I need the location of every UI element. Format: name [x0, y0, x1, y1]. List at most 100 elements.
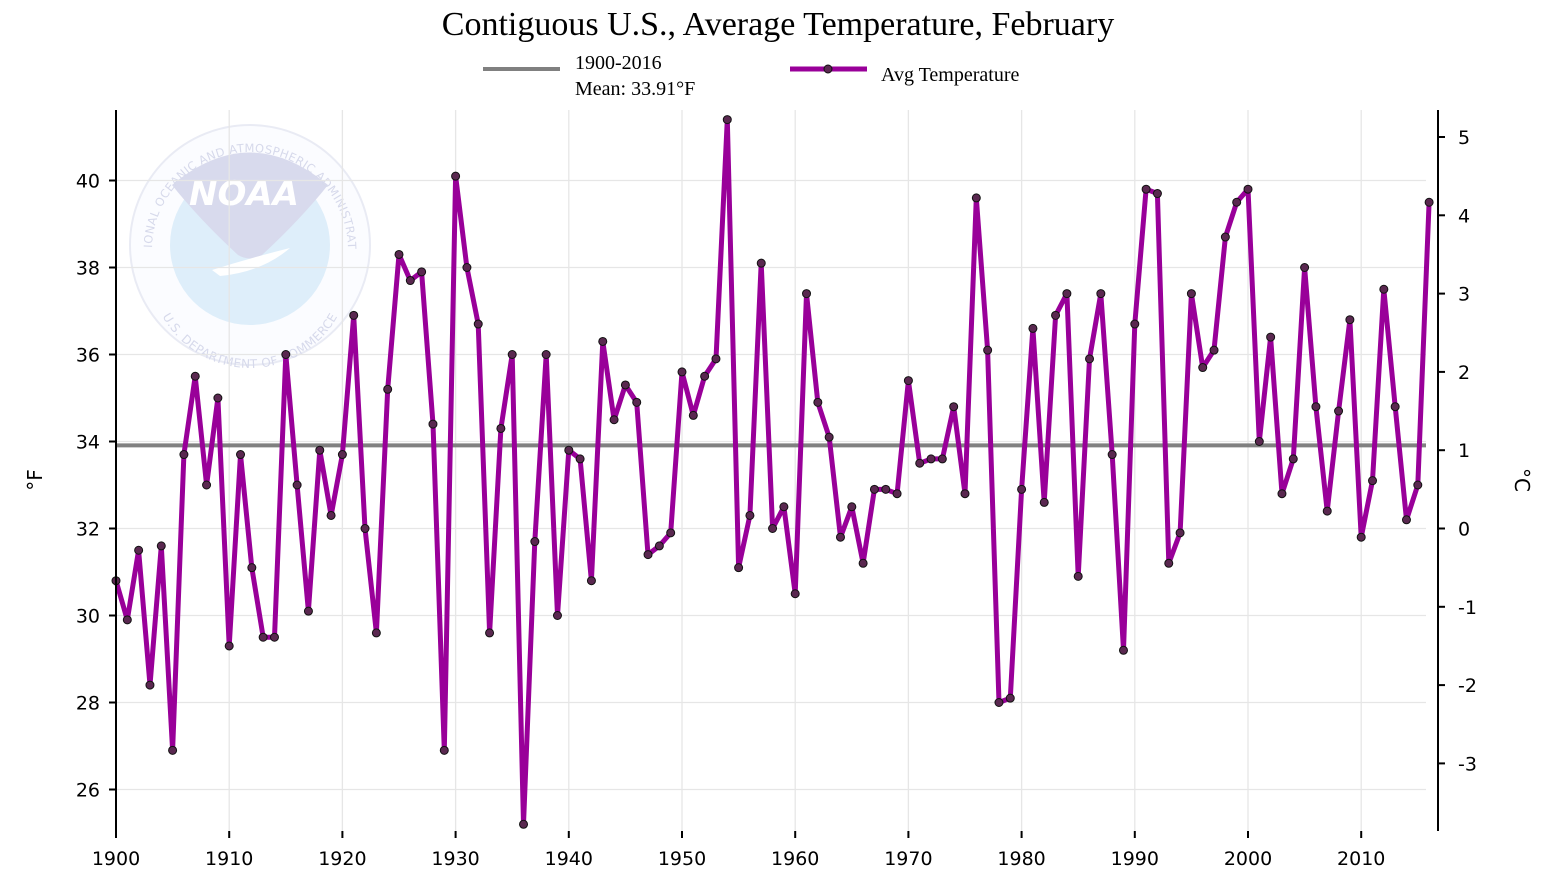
data-point: [1379, 284, 1389, 294]
data-point: [451, 171, 461, 181]
data-point: [1118, 645, 1128, 655]
y-left-tick-label: 34: [76, 432, 100, 454]
data-point: [202, 480, 212, 490]
data-point: [292, 480, 302, 490]
x-tick-label: 1990: [1111, 848, 1159, 870]
x-tick-label: 1910: [205, 848, 253, 870]
data-point: [1220, 232, 1230, 242]
data-point: [1322, 506, 1332, 516]
data-point: [643, 550, 653, 560]
data-point: [745, 510, 755, 520]
data-point: [711, 354, 721, 364]
x-tick-label: 1900: [92, 848, 140, 870]
y-axis-left-label: °F: [23, 469, 47, 491]
data-point: [768, 524, 778, 533]
watermark-wave-shape: [212, 248, 290, 276]
x-tick-label: 1940: [545, 848, 593, 870]
data-point: [586, 576, 596, 586]
data-point: [224, 641, 234, 651]
x-tick-label: 2000: [1224, 848, 1272, 870]
data-point: [281, 350, 291, 359]
data-point: [937, 454, 947, 464]
data-point: [269, 632, 279, 642]
data-point: [337, 450, 347, 460]
data-point: [915, 458, 925, 468]
data-point: [1311, 402, 1321, 412]
data-point: [688, 410, 698, 420]
data-point: [496, 423, 506, 433]
data-point: [303, 606, 313, 616]
data-point: [1005, 693, 1015, 703]
data-point: [1017, 484, 1027, 494]
data-point: [1164, 558, 1174, 568]
data-point: [994, 698, 1004, 707]
x-tick-label: 2010: [1337, 848, 1385, 870]
data-point: [315, 445, 325, 455]
data-point: [190, 371, 200, 381]
y-right-tick-label: 2: [1458, 362, 1470, 384]
data-point: [1039, 497, 1049, 507]
data-point: [756, 258, 766, 268]
data-point: [1277, 489, 1287, 499]
data-point: [1424, 197, 1434, 207]
y-left-tick-label: 38: [76, 258, 100, 280]
data-point: [428, 419, 438, 429]
data-point: [1243, 184, 1253, 194]
x-tick-label: 1950: [658, 848, 706, 870]
data-point: [881, 484, 891, 494]
data-point: [1198, 363, 1208, 373]
data-point: [383, 384, 393, 394]
data-point: [926, 454, 936, 464]
data-point: [609, 415, 619, 425]
y-right-tick-label: 1: [1458, 440, 1470, 462]
data-point: [1401, 515, 1411, 525]
data-point: [326, 510, 336, 520]
x-tick-label: 1920: [318, 848, 366, 870]
legend-series-label: Avg Temperature: [881, 64, 1019, 86]
y-right-tick-label: 3: [1458, 284, 1470, 306]
y-left-tick-label: 26: [76, 780, 100, 802]
data-point: [654, 541, 664, 551]
data-point: [349, 310, 359, 320]
data-point: [552, 611, 562, 620]
y-left-tick-label: 36: [76, 345, 100, 367]
data-point: [485, 628, 495, 638]
data-point: [1413, 480, 1423, 490]
data-point: [530, 537, 540, 547]
axes: 1900 1910 1920 1930 1940 1950 1960 1970 1980 1990…: [76, 110, 1477, 870]
data-point: [1300, 263, 1310, 272]
data-point: [258, 632, 268, 642]
data-point: [722, 115, 732, 125]
y-left-tick-label: 28: [76, 693, 100, 715]
y-right-tick-label: 0: [1458, 519, 1470, 541]
data-point: [700, 371, 710, 381]
data-point: [620, 380, 630, 390]
y-left-tick-label: 30: [76, 606, 100, 628]
watermark-bird-shape: [172, 152, 328, 259]
data-point: [168, 745, 178, 755]
data-point: [903, 376, 913, 386]
data-point: [598, 336, 608, 346]
data-point: [1107, 450, 1117, 460]
y-right-tick-label: 4: [1458, 205, 1470, 227]
data-point: [677, 367, 687, 377]
y-left-tick-label: 40: [76, 171, 100, 193]
data-point: [1209, 345, 1219, 355]
data-point: [734, 563, 744, 573]
data-point: [1085, 354, 1095, 364]
data-point: [949, 402, 959, 412]
y-axis-right-label: °C: [1510, 468, 1534, 492]
data-point: [417, 267, 427, 277]
x-tick-label: 1980: [997, 848, 1045, 870]
data-point: [1266, 332, 1276, 342]
data-point: [1356, 532, 1366, 542]
y-right-tick-label: 5: [1458, 127, 1470, 149]
data-point: [360, 524, 370, 533]
legend-mean-label-line2: Mean: 33.91°F: [575, 78, 695, 100]
data-point: [473, 319, 483, 329]
data-point: [541, 350, 551, 359]
data-point: [1254, 437, 1264, 446]
y-left-tick-label: 32: [76, 519, 100, 541]
data-point: [236, 450, 246, 460]
